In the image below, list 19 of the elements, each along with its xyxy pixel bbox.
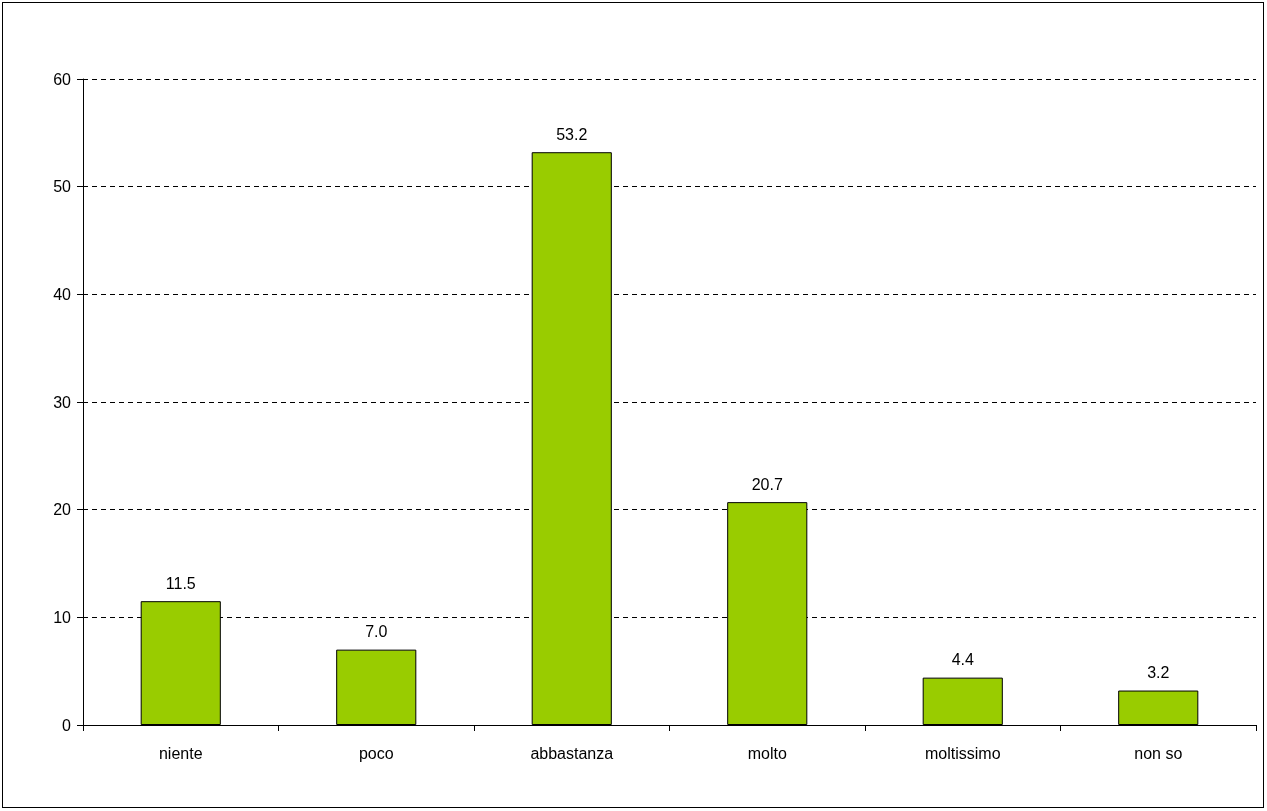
- y-tick-label: 10: [53, 608, 72, 626]
- x-tick-label: molto: [747, 744, 787, 762]
- data-label: 20.7: [751, 475, 783, 493]
- data-label: 11.5: [165, 574, 196, 592]
- x-tick-label: abbastanza: [530, 744, 614, 762]
- y-tick-label: 0: [62, 716, 72, 734]
- x-tick-label: moltissimo: [924, 744, 1001, 762]
- y-tick-label: 30: [53, 393, 72, 411]
- data-label: 53.2: [556, 125, 588, 143]
- y-tick-label: 60: [53, 70, 72, 88]
- x-tick-label: niente: [158, 744, 203, 762]
- data-label: 7.0: [365, 623, 388, 641]
- data-label: 4.4: [951, 651, 974, 669]
- data-label: 3.2: [1147, 664, 1170, 682]
- x-tick-label: poco: [358, 744, 394, 762]
- x-tick-label: non so: [1134, 744, 1183, 762]
- y-tick-label: 20: [53, 501, 72, 519]
- y-tick-label: 40: [53, 285, 72, 303]
- y-tick-label: 50: [53, 178, 72, 196]
